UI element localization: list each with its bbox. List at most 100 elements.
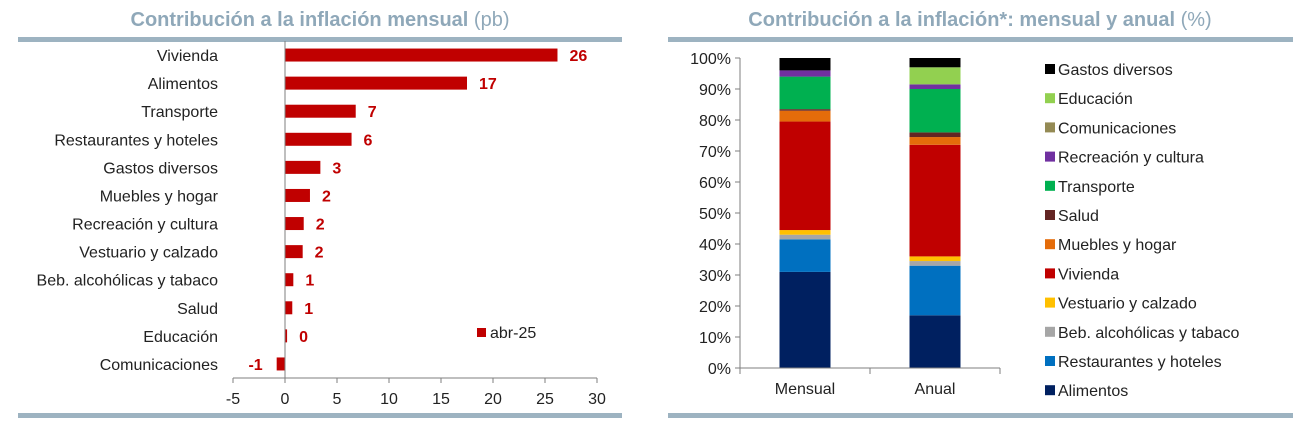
stack-segment — [779, 230, 831, 235]
right-chart-title: Contribución a la inflación*: mensual y … — [665, 9, 1295, 32]
data-label: 2 — [315, 245, 324, 262]
bar — [285, 104, 356, 118]
x-tick-label: 25 — [536, 391, 554, 408]
legend-label: Comunicaciones — [1058, 120, 1176, 137]
right-stacked-chart: 0% 10% 20% 30% 40% 50% 60% 70% 80% 90% 100% Mensual… — [690, 51, 1240, 400]
legend-swatch — [1045, 64, 1055, 74]
x-tick-label: 5 — [333, 391, 342, 408]
bar — [285, 160, 321, 174]
legend-label: abr-25 — [490, 325, 536, 342]
data-label: 2 — [316, 217, 325, 234]
category-label: Salud — [177, 301, 218, 318]
x-tick-label: 30 — [588, 391, 606, 408]
right-title-rule — [668, 37, 1293, 42]
legend-swatch — [1045, 326, 1055, 337]
legend-label: Gastos diversos — [1058, 62, 1173, 79]
left-chart-title: Contribución a la inflación mensual (pb) — [0, 9, 640, 32]
data-label: 6 — [364, 132, 373, 149]
category-label: Comunicaciones — [100, 357, 218, 374]
legend-swatch — [1045, 297, 1055, 308]
category-label: Vivienda — [157, 48, 218, 65]
right-chart-title-text: Contribución a la inflación*: mensual y … — [748, 9, 1176, 31]
data-label: 17 — [479, 76, 497, 93]
stack-segment — [779, 76, 831, 110]
legend-label: Restaurantes y hoteles — [1058, 354, 1222, 371]
category-label: Restaurantes y hoteles — [54, 132, 218, 149]
y-tick-label: 0% — [708, 361, 731, 378]
y-tick-label: 100% — [690, 51, 731, 68]
stack-segment — [909, 132, 961, 138]
legend-swatch — [477, 328, 486, 337]
legend-swatch — [1045, 180, 1055, 191]
y-tick-label: 90% — [699, 82, 731, 99]
stack-segment — [779, 234, 831, 240]
y-tick-label: 20% — [699, 299, 731, 316]
legend-label: Vestuario y calzado — [1058, 296, 1197, 313]
data-label: 0 — [299, 329, 308, 346]
y-tick-label: 50% — [699, 206, 731, 223]
left-chart-title-text: Contribución a la inflación mensual — [130, 9, 469, 31]
bar — [285, 273, 294, 287]
category-label: Muebles y hogar — [100, 188, 219, 205]
bar — [285, 217, 304, 231]
x-category-label: Mensual — [775, 381, 835, 398]
legend-swatch — [1045, 151, 1055, 162]
y-tick-label: 60% — [699, 175, 731, 192]
data-label: 2 — [322, 188, 331, 205]
stack-segment — [779, 271, 831, 368]
legend-swatch — [1045, 93, 1055, 104]
stack-segment — [779, 70, 831, 77]
legend-label: Beb. alcohólicas y tabaco — [1058, 325, 1240, 342]
stack-segment — [909, 261, 961, 266]
legend-swatch — [1045, 210, 1055, 220]
data-label: 3 — [332, 160, 341, 177]
right-bottom-rule — [668, 413, 1293, 418]
left-bottom-rule — [18, 413, 622, 418]
data-label: 1 — [304, 301, 313, 318]
legend-label: Educación — [1058, 91, 1133, 108]
x-tick-label: 20 — [484, 391, 502, 408]
stack-segment — [909, 67, 961, 85]
stack-segment — [909, 256, 961, 262]
bar — [285, 188, 310, 202]
data-label: 26 — [569, 48, 587, 65]
stack-segment — [909, 137, 961, 145]
monthly-annual-contribution-panel: Contribución a la inflación*: mensual y … — [665, 0, 1295, 433]
bar — [285, 329, 288, 343]
stack-segment — [779, 121, 831, 231]
y-tick-label: 70% — [699, 144, 731, 161]
legend-label: Recreación y cultura — [1058, 150, 1204, 167]
stack-segment — [779, 110, 831, 122]
bar — [285, 245, 303, 259]
bar — [285, 132, 352, 146]
stack-segment — [909, 89, 961, 133]
x-tick-label: 0 — [281, 391, 290, 408]
legend-label: Salud — [1058, 208, 1099, 225]
stack-segment — [779, 58, 831, 71]
stack-segment — [909, 144, 961, 257]
stack-segment — [909, 315, 961, 368]
category-label: Transporte — [141, 104, 218, 121]
legend-swatch — [1045, 268, 1055, 279]
legend-label: Transporte — [1058, 179, 1135, 196]
bar — [285, 301, 293, 315]
data-label: 1 — [305, 273, 314, 290]
legend-swatch — [1045, 385, 1055, 396]
y-tick-label: 40% — [699, 237, 731, 254]
left-chart-unit: (pb) — [473, 9, 510, 31]
y-tick-label: 80% — [699, 113, 731, 130]
y-tick-label: 30% — [699, 268, 731, 285]
legend-swatch — [1045, 356, 1055, 366]
legend-swatch — [1045, 122, 1055, 133]
category-label: Alimentos — [148, 76, 218, 93]
stack-segment — [779, 109, 831, 111]
stack-segment — [909, 265, 961, 316]
category-label: Beb. alcohólicas y tabaco — [37, 273, 219, 290]
left-title-rule — [18, 37, 622, 42]
y-tick-label: 10% — [699, 330, 731, 347]
bar — [276, 357, 285, 371]
category-label: Gastos diversos — [103, 160, 218, 177]
category-label: Educación — [143, 329, 218, 346]
monthly-contribution-panel: Contribución a la inflación mensual (pb)… — [0, 0, 640, 433]
